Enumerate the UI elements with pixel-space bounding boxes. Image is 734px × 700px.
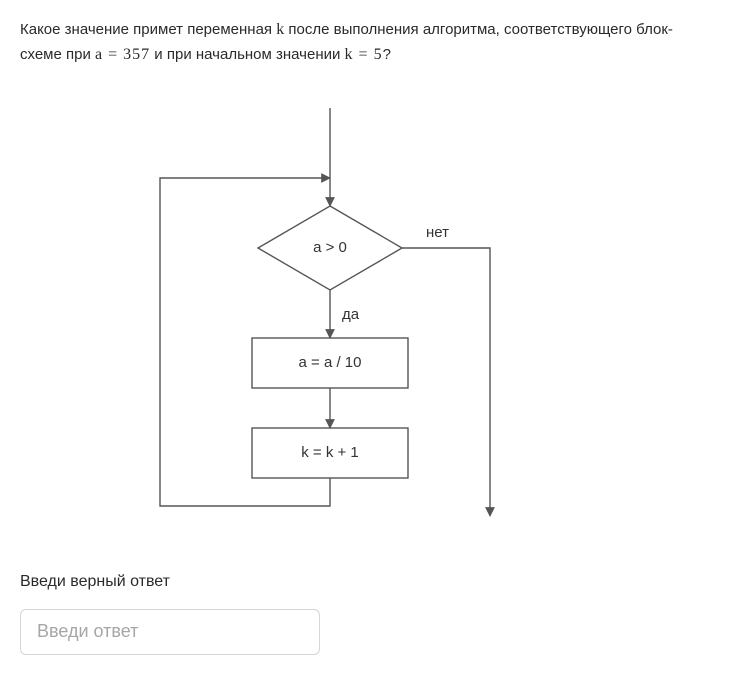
label-no: нет	[426, 224, 449, 241]
answer-prompt: Введи верный ответ	[20, 573, 714, 591]
question-mid2: и при начальном значении	[150, 46, 344, 63]
svg-text:a > 0: a > 0	[313, 239, 347, 256]
svg-text:k = k + 1: k = k + 1	[301, 444, 359, 461]
label-yes: да	[342, 306, 359, 323]
flowchart-svg: a > 0 a = a / 10 k = k + 1	[130, 108, 610, 528]
flowchart: a > 0 a = a / 10 k = k + 1 нет да	[130, 108, 610, 528]
svg-text:a = a / 10: a = a / 10	[299, 354, 362, 371]
eq-a: a = 357	[95, 46, 150, 63]
question-text: Какое значение примет переменная k после…	[20, 18, 714, 68]
answer-input[interactable]	[20, 609, 320, 655]
question-suffix: ?	[383, 46, 391, 63]
eq-k: k = 5	[345, 46, 383, 63]
question-prefix: Какое значение примет переменная	[20, 21, 276, 38]
